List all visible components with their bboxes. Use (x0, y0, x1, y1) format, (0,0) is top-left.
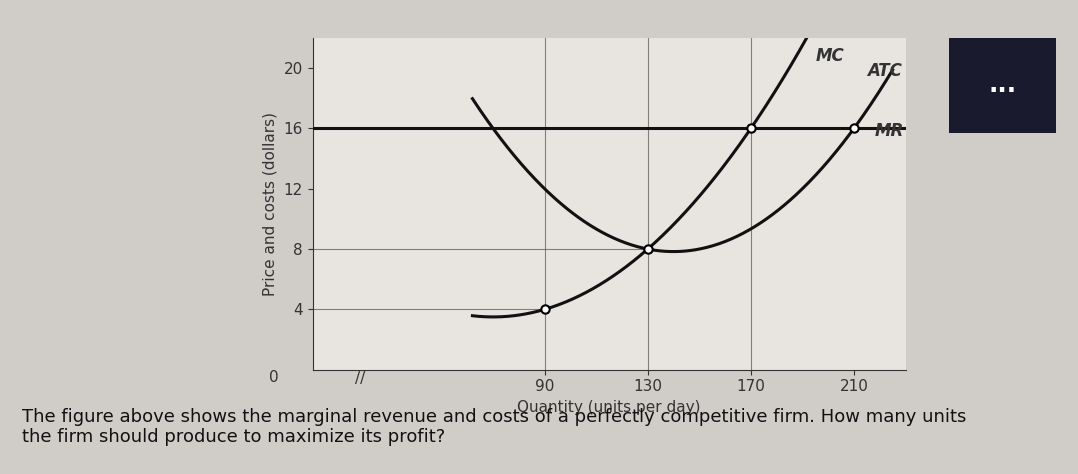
Text: ...: ... (989, 73, 1017, 97)
Text: MC: MC (815, 46, 844, 64)
Text: //: // (355, 371, 365, 386)
Text: MR: MR (874, 122, 903, 140)
Text: ATC: ATC (867, 62, 901, 80)
Y-axis label: Price and costs (dollars): Price and costs (dollars) (263, 112, 278, 296)
Text: 0: 0 (270, 370, 279, 385)
Text: The figure above shows the marginal revenue and costs of a perfectly competitive: The figure above shows the marginal reve… (22, 408, 966, 447)
X-axis label: Quantity (units per day): Quantity (units per day) (517, 400, 701, 415)
